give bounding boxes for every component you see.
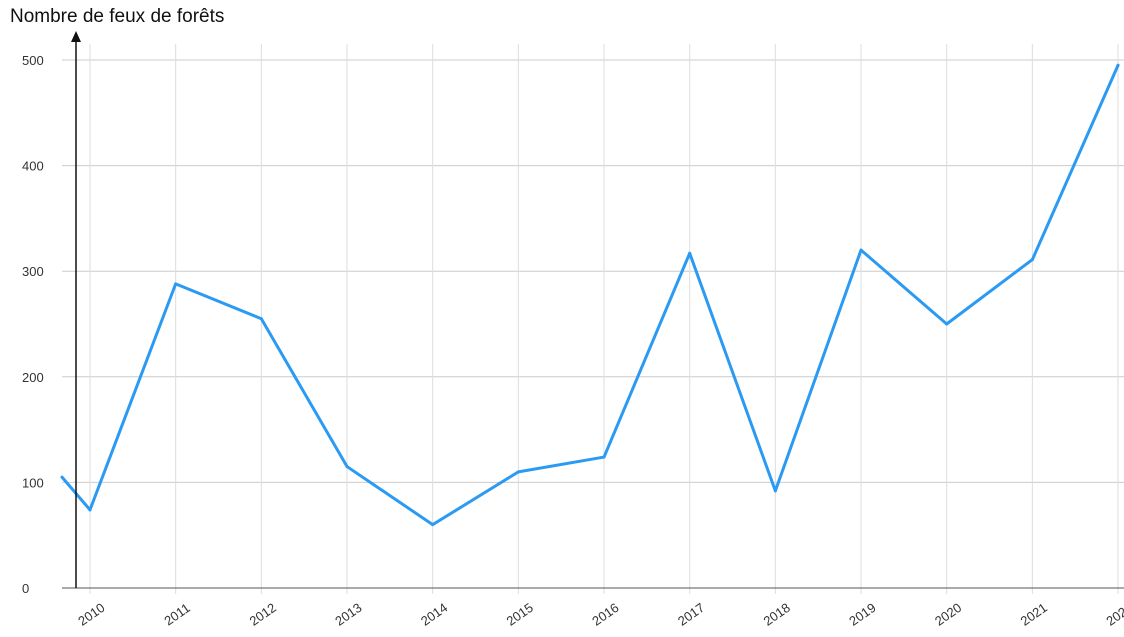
y-axis-arrow-icon [71,31,81,42]
y-tick-label: 0 [22,581,29,596]
y-tick-label: 300 [22,264,44,279]
x-tick-label: 2015 [504,600,536,629]
x-tick-label: 2014 [418,600,450,629]
y-tick-label: 200 [22,370,44,385]
y-tick-label: 400 [22,159,44,174]
data-point [945,322,949,326]
x-tick-label: 2021 [1018,600,1050,629]
data-point [431,523,435,527]
series-line [60,63,1120,527]
data-point [174,282,178,286]
x-tick-label: 2011 [161,600,193,628]
data-point [345,465,349,469]
x-tick-label: 2020 [932,600,964,629]
x-tick-label: 2012 [247,600,279,629]
data-point [88,508,92,512]
data-point [859,248,863,252]
x-tick-label: 2019 [846,600,878,629]
y-axis-title: Nombre de feux de forêts [10,6,225,27]
x-tick-label: 2018 [761,600,793,629]
data-point [1116,63,1120,67]
y-tick-label: 500 [22,53,44,68]
x-tick-label: 2022 [1103,600,1124,629]
x-tick-label: 2016 [589,600,621,629]
data-point [688,251,692,255]
y-tick-label: 100 [22,475,44,490]
data-point [259,317,263,321]
data-point [773,489,777,493]
data-point [602,455,606,459]
x-tick-label: 2017 [675,600,707,629]
data-point [1030,258,1034,262]
x-tick-label: 2010 [75,600,107,629]
data-point [516,470,520,474]
x-tick-label: 2013 [332,600,364,629]
